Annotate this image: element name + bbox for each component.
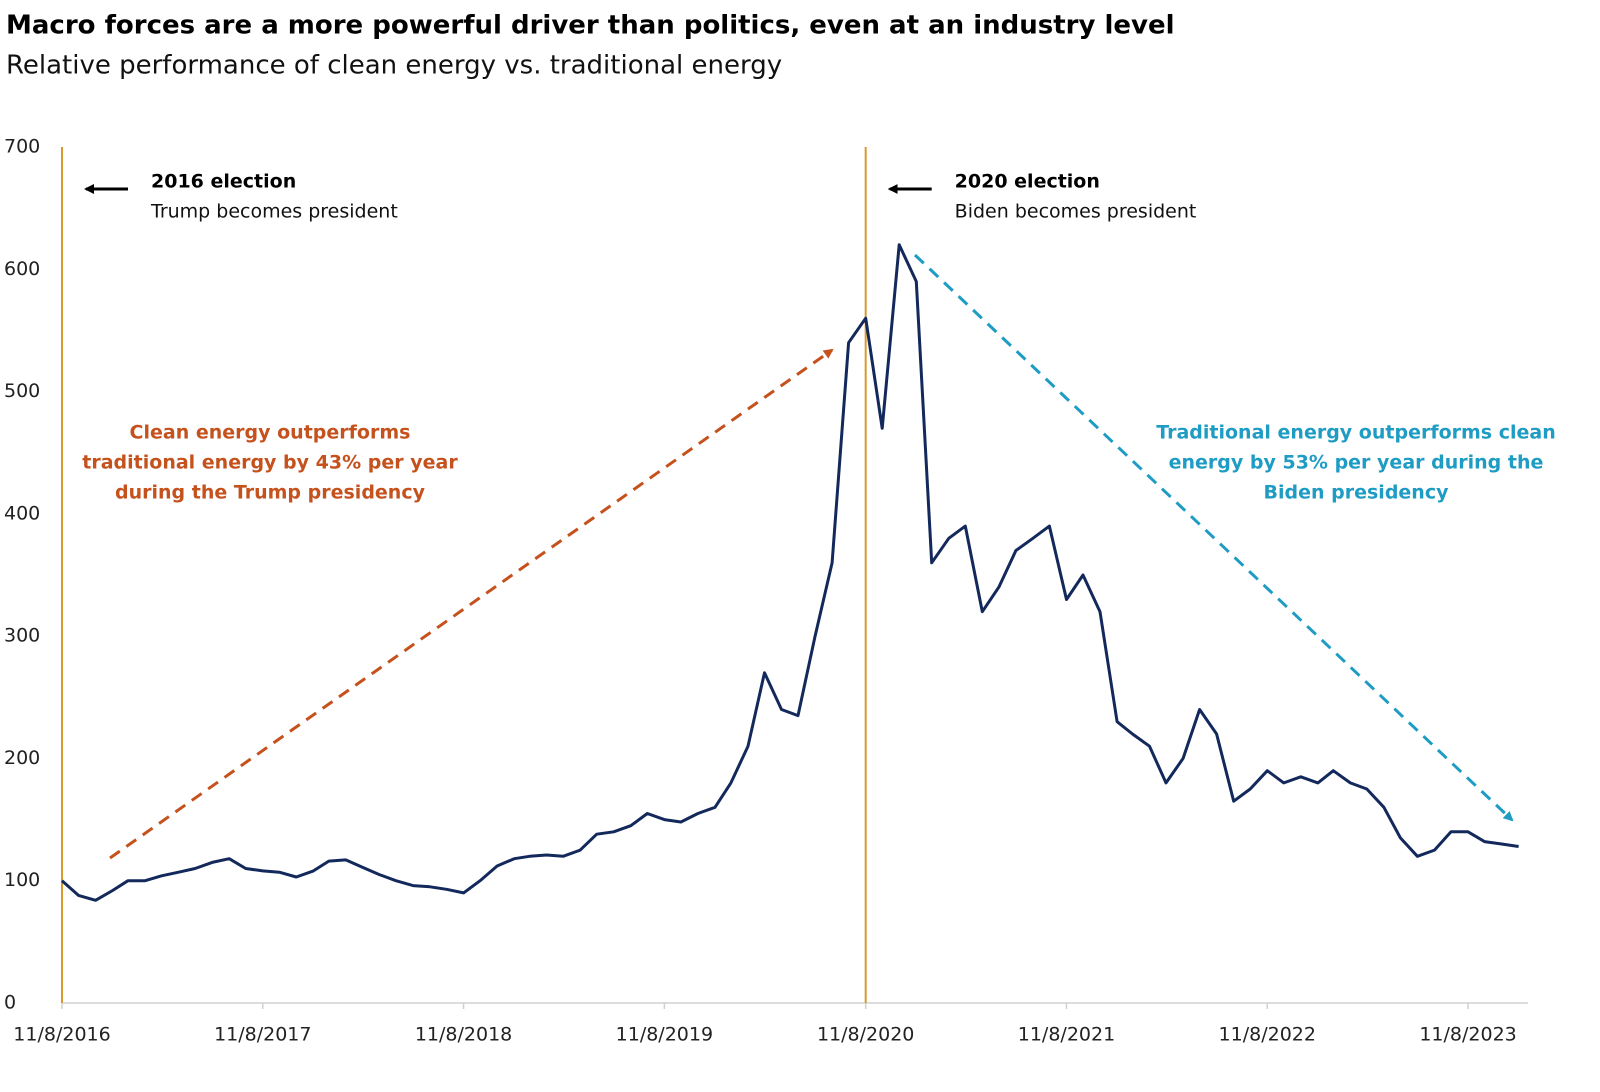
- annotation: Clean energy outperforms: [130, 422, 411, 444]
- x-tick-label: 11/8/2018: [415, 1024, 512, 1046]
- y-tick-label: 300: [4, 625, 40, 647]
- y-tick-label: 500: [4, 380, 40, 402]
- trend-arrow: [109, 348, 834, 860]
- event-text: Trump becomes president: [150, 201, 398, 223]
- chart-title: Macro forces are a more powerful driver …: [6, 11, 1175, 41]
- x-tick-label: 11/8/2019: [616, 1024, 713, 1046]
- trend-arrow: [913, 253, 1514, 822]
- x-tick-label: 11/8/2017: [214, 1024, 311, 1046]
- annotation: during the Trump presidency: [115, 482, 426, 504]
- x-tick-label: 11/8/2020: [817, 1024, 914, 1046]
- x-tick-label: 11/8/2022: [1219, 1024, 1316, 1046]
- y-tick-label: 600: [4, 258, 40, 280]
- event-text: Biden becomes president: [955, 201, 1197, 223]
- y-tick-label: 400: [4, 502, 40, 524]
- x-tick-label: 11/8/2021: [1018, 1024, 1115, 1046]
- y-tick-label: 0: [4, 992, 16, 1014]
- data-line: [61, 243, 1519, 902]
- x-tick-label: 11/8/2023: [1419, 1024, 1516, 1046]
- event-title: 2020 election: [955, 171, 1100, 193]
- annotation: energy by 53% per year during the: [1169, 452, 1544, 474]
- y-tick-label: 100: [4, 869, 40, 891]
- y-tick-label: 700: [4, 136, 40, 158]
- event-title: 2016 election: [151, 171, 296, 193]
- chart-subtitle: Relative performance of clean energy vs.…: [6, 51, 782, 81]
- y-tick-label: 200: [4, 747, 40, 769]
- annotation: Traditional energy outperforms clean: [1156, 422, 1556, 444]
- annotation: Biden presidency: [1264, 482, 1450, 504]
- annotation: traditional energy by 43% per year: [82, 452, 458, 474]
- x-tick-label: 11/8/2016: [13, 1024, 110, 1046]
